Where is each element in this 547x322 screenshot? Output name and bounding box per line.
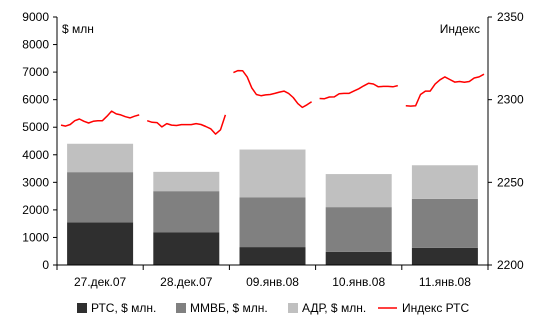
axes-layer: 0 1000 2000 3000 4000 5000 6000 7000 8000 9000 220…	[22, 10, 524, 289]
index-line-segment-2	[146, 114, 227, 135]
line-layer	[60, 69, 485, 135]
right-tick-label-3: 2300	[497, 93, 524, 107]
bar-1-4	[325, 251, 392, 265]
x-tick-label-1: 27.дек.07	[74, 275, 127, 289]
x-tick-label-2: 28.дек.07	[160, 275, 213, 289]
x-tick-label-3: 09.янв.08	[246, 275, 299, 289]
left-tick-label-8: 7000	[22, 65, 49, 79]
right-tick-label-4: 2350	[497, 10, 524, 24]
bar-2-2	[153, 191, 220, 233]
bar-2-1	[67, 172, 134, 223]
bar-3-4	[325, 174, 392, 208]
bar-2-4	[325, 207, 392, 252]
legend-swatch-1	[77, 303, 87, 313]
index-line-segment-5	[405, 73, 485, 107]
bar-1-2	[153, 232, 220, 265]
legend-label-4: Индекс РТС	[402, 301, 469, 315]
left-tick-label-2: 1000	[22, 230, 49, 244]
left-tick-label-4: 3000	[22, 175, 49, 189]
left-tick-label-7: 6000	[22, 93, 49, 107]
index-line-segment-3	[233, 69, 313, 109]
legend-label-2: ММВБ, $ млн.	[190, 301, 268, 315]
right-tick-label-1: 2200	[497, 258, 524, 272]
x-tick-label-5: 11.янв.08	[419, 275, 471, 289]
bars-layer	[67, 143, 478, 265]
left-tick-label-5: 4000	[22, 148, 49, 162]
legend-label-3: АДР, $ млн.	[302, 301, 366, 315]
legend-label-1: РТС, $ млн.	[91, 301, 156, 315]
bar-3-1	[67, 143, 134, 173]
bar-3-5	[411, 165, 478, 199]
left-tick-label-3: 2000	[22, 203, 49, 217]
bar-2-3	[239, 197, 306, 248]
left-tick-label-9: 8000	[22, 38, 49, 52]
bar-3-2	[153, 171, 220, 192]
bar-1-1	[67, 222, 134, 265]
x-tick-label-4: 10.янв.08	[332, 275, 385, 289]
legend: РТС, $ млн. ММВБ, $ млн. АДР, $ млн. Индекс…	[77, 301, 469, 315]
index-line-segment-4	[319, 82, 398, 100]
bar-1-3	[239, 247, 306, 265]
left-axis-title: $ млн	[62, 22, 94, 36]
legend-swatch-2	[176, 303, 186, 313]
left-tick-label-10: 9000	[22, 10, 49, 24]
bar-1-5	[411, 247, 478, 265]
right-tick-label-2: 2250	[497, 175, 524, 189]
legend-swatch-3	[288, 303, 298, 313]
left-tick-label-6: 5000	[22, 120, 49, 134]
left-tick-label-1: 0	[42, 258, 49, 272]
right-axis-title: Индекс	[440, 22, 480, 36]
bar-3-3	[239, 149, 306, 198]
index-line-segment-1	[60, 110, 140, 127]
bar-2-5	[411, 198, 478, 248]
